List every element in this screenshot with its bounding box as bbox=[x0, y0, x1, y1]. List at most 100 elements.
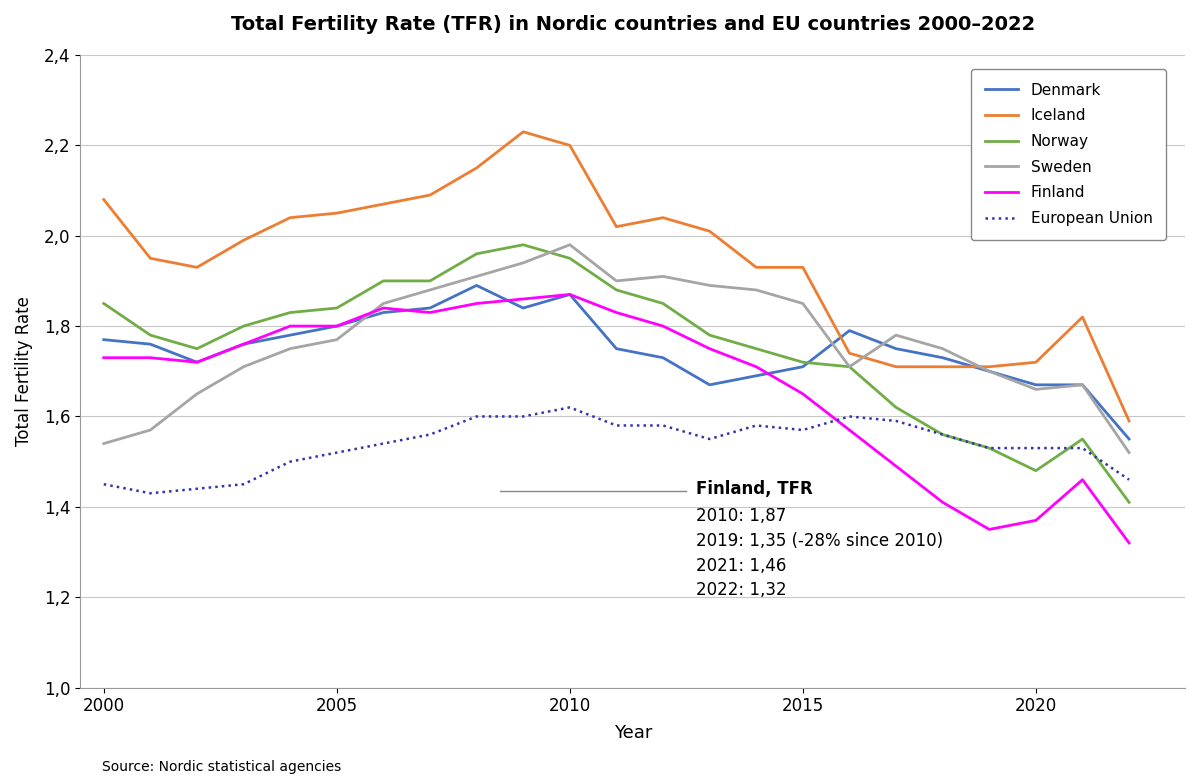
European Union bbox=[1122, 475, 1136, 484]
Sweden bbox=[936, 344, 950, 353]
Iceland bbox=[143, 254, 157, 263]
Finland bbox=[376, 303, 390, 313]
Sweden bbox=[702, 281, 716, 290]
Denmark bbox=[936, 353, 950, 363]
Sweden bbox=[236, 362, 251, 371]
Finland bbox=[469, 299, 484, 308]
Denmark bbox=[143, 339, 157, 349]
Iceland bbox=[1075, 312, 1090, 321]
Finland bbox=[143, 353, 157, 363]
Norway bbox=[563, 254, 577, 263]
Iceland bbox=[190, 263, 204, 272]
Denmark bbox=[1075, 380, 1090, 389]
Denmark bbox=[190, 357, 204, 367]
Text: 2021: 1,46: 2021: 1,46 bbox=[696, 556, 786, 575]
Iceland bbox=[283, 213, 298, 222]
European Union bbox=[190, 484, 204, 494]
Finland bbox=[190, 357, 204, 367]
Finland bbox=[422, 308, 437, 317]
Finland bbox=[330, 321, 344, 331]
Sweden bbox=[749, 285, 763, 295]
Denmark bbox=[283, 331, 298, 340]
Denmark bbox=[796, 362, 810, 371]
European Union bbox=[1028, 443, 1043, 452]
Norway bbox=[330, 303, 344, 313]
European Union bbox=[610, 421, 624, 431]
Denmark bbox=[563, 290, 577, 300]
Norway bbox=[982, 443, 996, 452]
Text: 2010: 1,87: 2010: 1,87 bbox=[696, 507, 786, 525]
Iceland bbox=[796, 263, 810, 272]
Finland bbox=[236, 339, 251, 349]
Sweden bbox=[469, 271, 484, 281]
Finland bbox=[749, 362, 763, 371]
Finland bbox=[96, 353, 110, 363]
Iceland bbox=[702, 226, 716, 236]
Norway bbox=[422, 276, 437, 285]
Denmark bbox=[749, 371, 763, 381]
Norway bbox=[936, 430, 950, 439]
Denmark bbox=[889, 344, 904, 353]
Norway bbox=[96, 299, 110, 308]
Sweden bbox=[563, 240, 577, 250]
Finland bbox=[283, 321, 298, 331]
Norway bbox=[702, 331, 716, 340]
Norway bbox=[376, 276, 390, 285]
Denmark bbox=[422, 303, 437, 313]
Denmark bbox=[469, 281, 484, 290]
Norway bbox=[1122, 498, 1136, 507]
Iceland bbox=[749, 263, 763, 272]
Finland bbox=[796, 389, 810, 399]
Norway bbox=[749, 344, 763, 353]
Iceland bbox=[469, 163, 484, 172]
X-axis label: Year: Year bbox=[613, 724, 652, 742]
Iceland bbox=[516, 127, 530, 136]
European Union bbox=[936, 430, 950, 439]
Finland bbox=[842, 425, 857, 434]
Denmark bbox=[610, 344, 624, 353]
Norway bbox=[610, 285, 624, 295]
Line: Iceland: Iceland bbox=[103, 132, 1129, 421]
Sweden bbox=[283, 344, 298, 353]
Iceland bbox=[563, 140, 577, 150]
Norway bbox=[516, 240, 530, 250]
Denmark bbox=[1028, 380, 1043, 389]
European Union bbox=[422, 430, 437, 439]
Sweden bbox=[1028, 385, 1043, 394]
Denmark bbox=[842, 326, 857, 335]
Norway bbox=[1075, 434, 1090, 444]
Sweden bbox=[610, 276, 624, 285]
Denmark bbox=[702, 380, 716, 389]
Title: Total Fertility Rate (TFR) in Nordic countries and EU countries 2000–2022: Total Fertility Rate (TFR) in Nordic cou… bbox=[230, 15, 1034, 34]
Finland bbox=[1028, 516, 1043, 525]
European Union bbox=[842, 412, 857, 421]
Finland bbox=[656, 321, 671, 331]
European Union bbox=[563, 402, 577, 412]
Denmark bbox=[1122, 434, 1136, 444]
Sweden bbox=[1075, 380, 1090, 389]
Iceland bbox=[889, 362, 904, 371]
Iceland bbox=[610, 222, 624, 232]
Text: 2022: 1,32: 2022: 1,32 bbox=[696, 581, 786, 599]
European Union bbox=[143, 488, 157, 498]
Denmark bbox=[656, 353, 671, 363]
European Union bbox=[516, 412, 530, 421]
Sweden bbox=[422, 285, 437, 295]
Iceland bbox=[236, 236, 251, 245]
Iceland bbox=[1028, 357, 1043, 367]
Sweden bbox=[516, 258, 530, 268]
Sweden bbox=[1122, 448, 1136, 457]
Text: Finland, TFR: Finland, TFR bbox=[696, 480, 812, 498]
Norway bbox=[1028, 466, 1043, 475]
European Union bbox=[656, 421, 671, 431]
Sweden bbox=[376, 299, 390, 308]
European Union bbox=[96, 480, 110, 489]
European Union bbox=[469, 412, 484, 421]
European Union bbox=[702, 434, 716, 444]
Denmark bbox=[376, 308, 390, 317]
Denmark bbox=[516, 303, 530, 313]
Finland bbox=[982, 525, 996, 534]
Line: European Union: European Union bbox=[103, 407, 1129, 493]
Norway bbox=[143, 331, 157, 340]
Finland bbox=[1075, 475, 1090, 484]
